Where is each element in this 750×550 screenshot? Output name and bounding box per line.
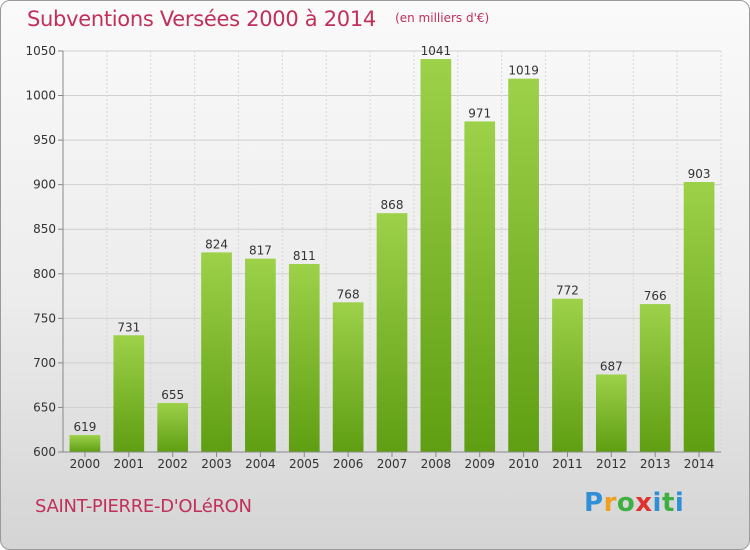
data-label: 766 bbox=[644, 289, 667, 303]
data-label: 619 bbox=[73, 420, 96, 434]
x-tick-label: 2005 bbox=[289, 457, 320, 471]
data-label: 903 bbox=[688, 167, 711, 181]
bar bbox=[683, 181, 715, 452]
y-tick-label: 900 bbox=[33, 178, 56, 192]
x-tick-label: 2010 bbox=[508, 457, 539, 471]
x-tick-label: 2003 bbox=[201, 457, 232, 471]
y-tick-label: 800 bbox=[33, 267, 56, 281]
bar bbox=[157, 402, 189, 452]
x-tick-label: 2013 bbox=[640, 457, 671, 471]
y-tick-label: 950 bbox=[33, 133, 56, 147]
bar bbox=[595, 374, 627, 452]
data-label: 768 bbox=[337, 287, 360, 301]
data-label: 817 bbox=[249, 244, 272, 258]
data-label: 811 bbox=[293, 249, 316, 263]
chart-title: Subventions Versées 2000 à 2014 bbox=[27, 7, 376, 31]
y-tick-label: 850 bbox=[33, 222, 56, 236]
bar bbox=[376, 213, 408, 452]
y-tick-label: 1000 bbox=[25, 89, 56, 103]
data-label: 655 bbox=[161, 388, 184, 402]
x-tick-label: 2006 bbox=[333, 457, 364, 471]
data-label: 971 bbox=[468, 106, 491, 120]
y-tick-label: 1050 bbox=[25, 44, 56, 58]
x-tick-label: 2012 bbox=[596, 457, 627, 471]
brand-letter: r bbox=[603, 488, 617, 518]
data-label: 868 bbox=[381, 198, 404, 212]
data-label: 687 bbox=[600, 359, 623, 373]
brand-letter: x bbox=[635, 488, 653, 518]
data-label: 772 bbox=[556, 284, 579, 298]
x-tick-label: 2004 bbox=[245, 457, 276, 471]
y-tick-label: 650 bbox=[33, 400, 56, 414]
y-tick-label: 750 bbox=[33, 311, 56, 325]
x-tick-label: 2001 bbox=[114, 457, 145, 471]
bar bbox=[464, 121, 496, 453]
data-label: 824 bbox=[205, 237, 228, 251]
x-tick-label: 2008 bbox=[421, 457, 452, 471]
brand-letter: i bbox=[652, 488, 662, 518]
brand-letter: t bbox=[661, 488, 675, 518]
brand-logo: Proxiti bbox=[584, 488, 684, 518]
data-label: 1019 bbox=[508, 64, 539, 78]
data-label: 731 bbox=[117, 320, 140, 334]
bar bbox=[288, 263, 320, 452]
title-row: Subventions Versées 2000 à 2014 (en mill… bbox=[27, 7, 489, 31]
bar bbox=[639, 304, 671, 452]
location-name: SAINT-PIERRE-D'OLéRON bbox=[35, 496, 252, 517]
bar bbox=[552, 298, 583, 452]
bar bbox=[245, 258, 276, 452]
x-tick-label: 2000 bbox=[70, 457, 101, 471]
x-tick-label: 2002 bbox=[157, 457, 188, 471]
y-tick-label: 600 bbox=[33, 445, 56, 459]
bar bbox=[332, 302, 364, 452]
x-tick-label: 2014 bbox=[684, 457, 715, 471]
brand-letter: i bbox=[674, 488, 685, 518]
bar bbox=[69, 435, 101, 452]
y-tick-label: 700 bbox=[33, 356, 56, 370]
chart-unit-note: (en milliers d'€) bbox=[395, 11, 490, 25]
bar bbox=[508, 78, 539, 452]
bar bbox=[420, 59, 452, 453]
brand-letter: o bbox=[616, 488, 636, 518]
x-tick-label: 2011 bbox=[552, 457, 583, 471]
x-tick-label: 2009 bbox=[464, 457, 495, 471]
data-label: 1041 bbox=[421, 44, 452, 58]
x-tick-label: 2007 bbox=[377, 457, 408, 471]
bar bbox=[201, 252, 232, 452]
brand-letter: P bbox=[584, 488, 604, 518]
bar bbox=[113, 335, 145, 452]
